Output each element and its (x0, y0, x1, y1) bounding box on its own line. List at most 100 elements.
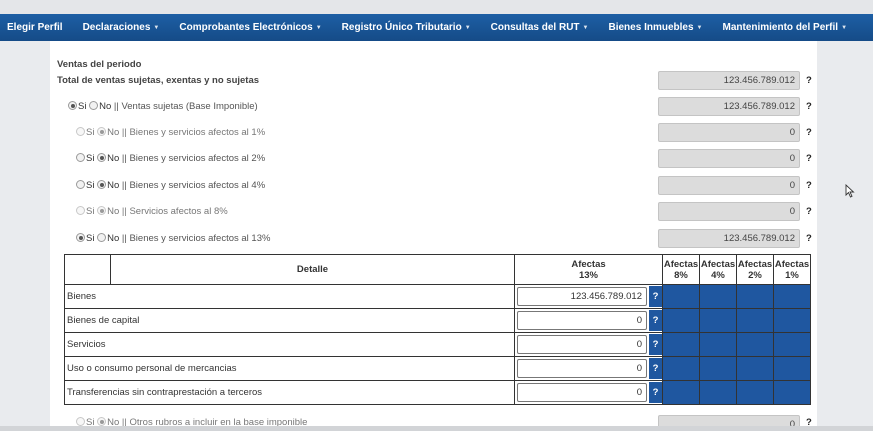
help-icon[interactable]: ? (806, 180, 812, 191)
help-icon[interactable]: ? (649, 358, 662, 379)
nav-label: Bienes Inmuebles (608, 22, 694, 33)
radio-no[interactable] (89, 101, 99, 110)
nav-label: Comprobantes Electrónicos (179, 22, 313, 33)
help-icon[interactable]: ? (806, 127, 812, 138)
row-label-text: || Servicios afectos al 8% (121, 206, 228, 217)
amount-input[interactable]: 0 (517, 359, 647, 378)
radio-si-label: Si (86, 127, 95, 138)
radio-no-label: No (107, 153, 120, 164)
radio-no[interactable] (97, 233, 107, 242)
radio-no-label: No (99, 101, 112, 112)
detalle-cell: Transferencias sin contraprestación a te… (64, 380, 515, 405)
afectas-2-header: Afectas 2% (736, 254, 774, 285)
detalle-cell: Uso o consumo personal de mercancias (64, 356, 515, 381)
radio-si[interactable] (68, 101, 77, 110)
table-row: Servicios 0? (64, 332, 811, 357)
otros-rubros-value: 0 (658, 415, 800, 426)
servicios-8-row: Si No || Servicios afectos al 8% 0 ? (50, 202, 817, 222)
afectas-13-header: Afectas 13% (514, 254, 663, 285)
radio-no[interactable] (97, 206, 107, 215)
radio-si[interactable] (76, 233, 85, 242)
bottom-strip (0, 426, 873, 431)
afectas-8-cell (662, 380, 700, 405)
header-line1: Afectas (737, 258, 773, 270)
nav-comprobantes[interactable]: Comprobantes Electrónicos ▼ (169, 22, 331, 33)
help-icon[interactable]: ? (649, 334, 662, 355)
browser-top-strip (0, 0, 873, 14)
amount-input[interactable]: 0 (517, 311, 647, 330)
help-icon[interactable]: ? (806, 75, 812, 86)
radio-si[interactable] (76, 206, 85, 215)
radio-si[interactable] (76, 417, 85, 426)
section-title-row: Ventas del periodo (50, 55, 817, 75)
help-icon[interactable]: ? (806, 101, 812, 112)
table-row: Uso o consumo personal de mercancias 0? (64, 356, 811, 381)
radio-no-label: No (107, 417, 120, 426)
radio-no[interactable] (97, 153, 107, 162)
nav-elegir-perfil[interactable]: Elegir Perfil (0, 22, 73, 33)
help-icon[interactable]: ? (806, 153, 812, 164)
header-line1: Afectas (700, 258, 736, 270)
radio-si[interactable] (76, 180, 85, 189)
nav-bienes-inmuebles[interactable]: Bienes Inmuebles ▼ (599, 22, 713, 33)
caret-down-icon: ▼ (153, 24, 160, 31)
detalle-header: Detalle (110, 254, 515, 285)
afectas-1-cell (773, 308, 811, 333)
detalle-cell: Bienes (64, 284, 515, 309)
afectos-2-value: 0 (658, 149, 800, 168)
radio-si-label: Si (86, 233, 95, 244)
detalle-table: Detalle Afectas 13% Afectas 8% Afectas 4% A… (64, 254, 811, 405)
help-icon[interactable]: ? (806, 206, 812, 217)
afectas-2-cell (736, 284, 774, 309)
radio-no-label: No (107, 180, 120, 191)
help-icon[interactable]: ? (649, 310, 662, 331)
nav-label: Registro Único Tributario (341, 22, 462, 33)
table-row: Transferencias sin contraprestación a te… (64, 380, 811, 405)
help-icon[interactable]: ? (806, 417, 812, 426)
afectos-4-label: Si No || Bienes y servicios afectos al 4… (76, 180, 265, 191)
radio-no[interactable] (97, 417, 107, 426)
header-line1: Afectas (663, 258, 699, 270)
help-icon[interactable]: ? (649, 382, 662, 403)
header-line2: 1% (785, 269, 799, 281)
afectas-4-cell (699, 284, 737, 309)
amount-input[interactable]: 123.456.789.012 (517, 287, 647, 306)
caret-down-icon: ▼ (841, 24, 848, 31)
nav-consultas-rut[interactable]: Consultas del RUT ▼ (481, 22, 599, 33)
radio-si-label: Si (86, 153, 95, 164)
help-icon[interactable]: ? (806, 233, 812, 244)
afectas-1-cell (773, 380, 811, 405)
header-line1: Afectas (571, 258, 606, 270)
afectas-2-cell (736, 332, 774, 357)
radio-si[interactable] (76, 153, 85, 162)
amount-input[interactable]: 0 (517, 335, 647, 354)
radio-no[interactable] (97, 180, 107, 189)
caret-down-icon: ▼ (464, 24, 471, 31)
radio-si-label: Si (86, 206, 95, 217)
header-line1: Afectas (774, 258, 810, 270)
afectas-1-cell (773, 332, 811, 357)
afectas-4-cell (699, 356, 737, 381)
main-navbar: Elegir Perfil Declaraciones ▼ Comprobante… (0, 14, 873, 41)
header-line2: 8% (674, 269, 688, 281)
radio-no[interactable] (97, 127, 107, 136)
help-icon[interactable]: ? (649, 286, 662, 307)
afectos-2-label: Si No || Bienes y servicios afectos al 2… (76, 153, 265, 164)
nav-declaraciones[interactable]: Declaraciones ▼ (73, 22, 170, 33)
servicios-8-value: 0 (658, 202, 800, 221)
nav-mantenimiento-perfil[interactable]: Mantenimiento del Perfil ▼ (712, 22, 857, 33)
afectas-4-cell (699, 380, 737, 405)
radio-si[interactable] (76, 127, 85, 136)
nav-label: Mantenimiento del Perfil (722, 22, 839, 33)
nav-registro-rut[interactable]: Registro Único Tributario ▼ (332, 22, 481, 33)
afectas-2-cell (736, 308, 774, 333)
afectas-8-cell (662, 284, 700, 309)
amount-input[interactable]: 0 (517, 383, 647, 402)
radio-si-label: Si (86, 180, 95, 191)
afectas-1-cell (773, 284, 811, 309)
afectas-8-cell (662, 332, 700, 357)
total-label: Total de ventas sujetas, exentas y no su… (57, 75, 260, 86)
afectas-13-cell: 0? (514, 380, 663, 405)
radio-si-label: Si (86, 417, 95, 426)
otros-rubros-row: Si No || Otros rubros a incluir en la ba… (50, 414, 817, 426)
